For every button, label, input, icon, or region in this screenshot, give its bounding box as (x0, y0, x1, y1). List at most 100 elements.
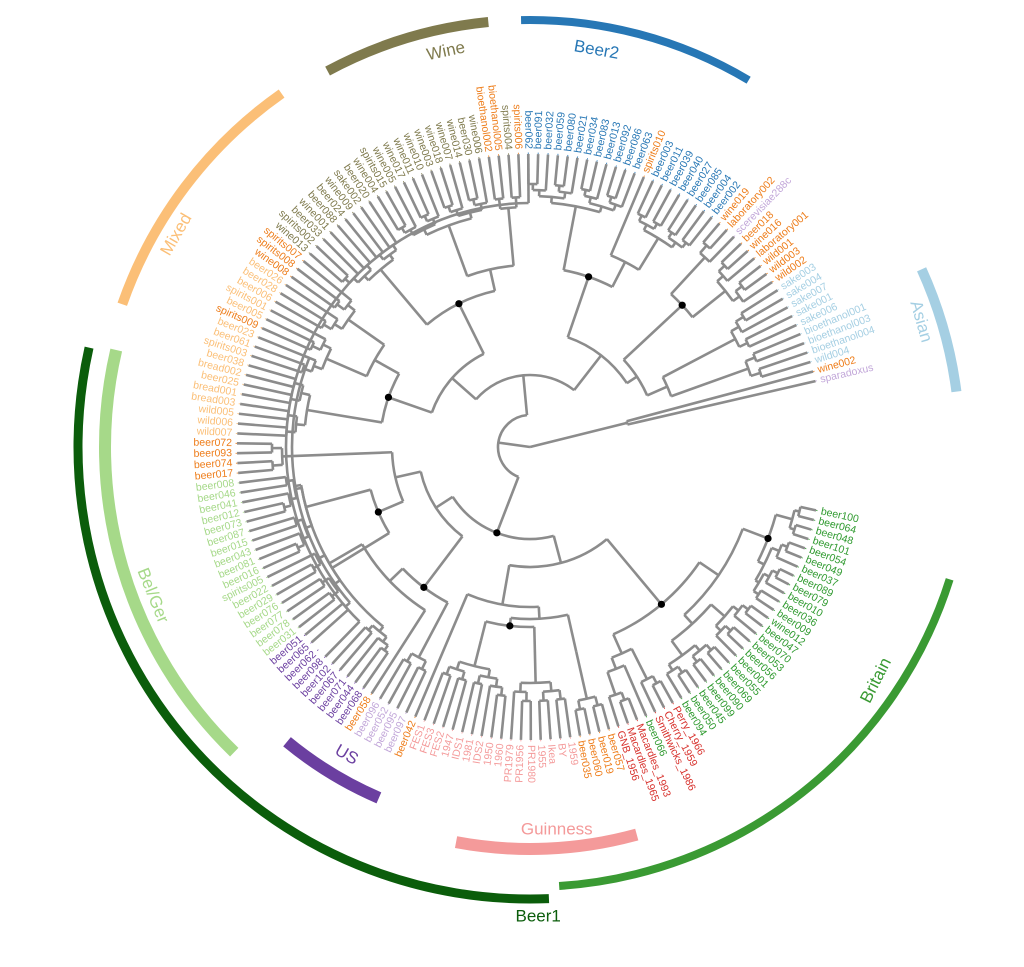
leaf-connector (278, 291, 281, 294)
branch-arc-275 (303, 394, 312, 426)
branch-476 (708, 235, 735, 263)
branch-292 (294, 381, 304, 387)
branch-206 (304, 602, 344, 636)
branch-28 (788, 541, 806, 550)
branch-318 (322, 323, 333, 331)
branch-60 (726, 633, 744, 650)
leaf-connector (804, 547, 807, 550)
branch-102 (537, 606, 541, 619)
branch-192 (346, 637, 380, 678)
branch-arc-511 (752, 353, 758, 362)
branch-288 (290, 397, 300, 403)
branch-422 (553, 155, 560, 186)
branch-312 (265, 318, 315, 344)
branch-222 (281, 577, 321, 605)
branch-357 (488, 269, 497, 292)
branch-217 (298, 598, 336, 629)
branch-arc-259 (280, 448, 284, 465)
branch-52 (750, 604, 769, 620)
branch-arc-410 (539, 194, 565, 200)
leaf-label: beer059 (552, 111, 568, 151)
branch-arc-515 (757, 368, 763, 378)
leaf-connector (755, 633, 758, 636)
leaf-label: wild007 (195, 425, 232, 439)
leaf-label: wild006 (196, 414, 234, 429)
leaf-connector (636, 719, 639, 722)
branch-182 (328, 543, 363, 565)
leaf-connector (376, 194, 379, 197)
branch-374 (402, 181, 422, 219)
branch-arc-208 (390, 452, 405, 502)
leaf-connector (274, 594, 278, 596)
clade-label-us: US (332, 740, 362, 768)
branch-439 (614, 169, 627, 199)
branch-arc-214 (327, 577, 340, 593)
leaf-connector (813, 370, 816, 372)
branch-78 (684, 669, 699, 688)
leaf-connector (265, 576, 268, 579)
branch-260 (272, 463, 283, 467)
branch-472 (699, 244, 708, 254)
branch-342 (322, 238, 359, 275)
leaf-connector (285, 610, 288, 613)
leaf-connector (328, 230, 331, 233)
branch-290 (241, 392, 291, 405)
branch-arc-442 (610, 254, 640, 271)
branch-477 (691, 289, 727, 319)
clade-arc-guinness (454, 828, 639, 855)
branch-213 (332, 579, 341, 586)
leaf-connector (733, 234, 736, 237)
branch-196 (331, 626, 367, 665)
branch-291 (243, 383, 292, 397)
branch-arc-333 (367, 258, 395, 282)
branch-97 (627, 697, 639, 721)
leaf-connector (778, 601, 781, 603)
clade-label-beer2: Beer2 (573, 36, 621, 63)
branch-493 (646, 385, 668, 397)
leaf-connector (678, 192, 681, 195)
branch-169 (417, 601, 449, 658)
branch-516 (758, 351, 808, 371)
leaf-connector (411, 176, 414, 179)
leaf-connector (414, 716, 416, 719)
branch-474 (702, 222, 721, 244)
branch-106 (574, 651, 589, 699)
leaf-connector (343, 217, 346, 220)
branch-401 (507, 154, 513, 198)
branch-395 (497, 198, 502, 210)
leaf-connector (385, 189, 387, 192)
branch-arc-297 (365, 344, 386, 377)
leaf-connector (680, 697, 683, 700)
branch-arc-317 (330, 318, 339, 330)
branch-arc-358 (466, 264, 514, 278)
support-dot (584, 273, 593, 281)
branch-149 (480, 685, 492, 737)
leaf-connector (606, 162, 608, 165)
leaf-connector (280, 602, 283, 605)
branch-114 (583, 708, 591, 735)
branch-517 (761, 360, 811, 379)
branch-95 (620, 692, 626, 701)
branch-270 (451, 377, 477, 401)
branch-158 (451, 680, 468, 730)
branch-507 (748, 323, 797, 348)
leaf-connector (253, 549, 256, 551)
leaf-label: IDS1 (450, 735, 467, 761)
leaf-connector (796, 323, 799, 326)
leaf-label: PR1979 (502, 744, 516, 783)
branch-359 (447, 225, 469, 277)
branch-479 (716, 275, 725, 283)
branch-465 (688, 216, 713, 247)
branch-arc-25 (775, 544, 783, 558)
branch-arc-103 (510, 613, 569, 621)
branch-21 (792, 532, 809, 541)
branch-215 (331, 590, 340, 598)
branch-154 (455, 661, 461, 670)
branch-129 (537, 700, 542, 740)
branch-384 (439, 167, 454, 206)
branch-arc-63 (668, 644, 696, 666)
branch-118 (532, 626, 537, 683)
branch-262 (238, 468, 274, 475)
branch-263 (237, 459, 273, 465)
